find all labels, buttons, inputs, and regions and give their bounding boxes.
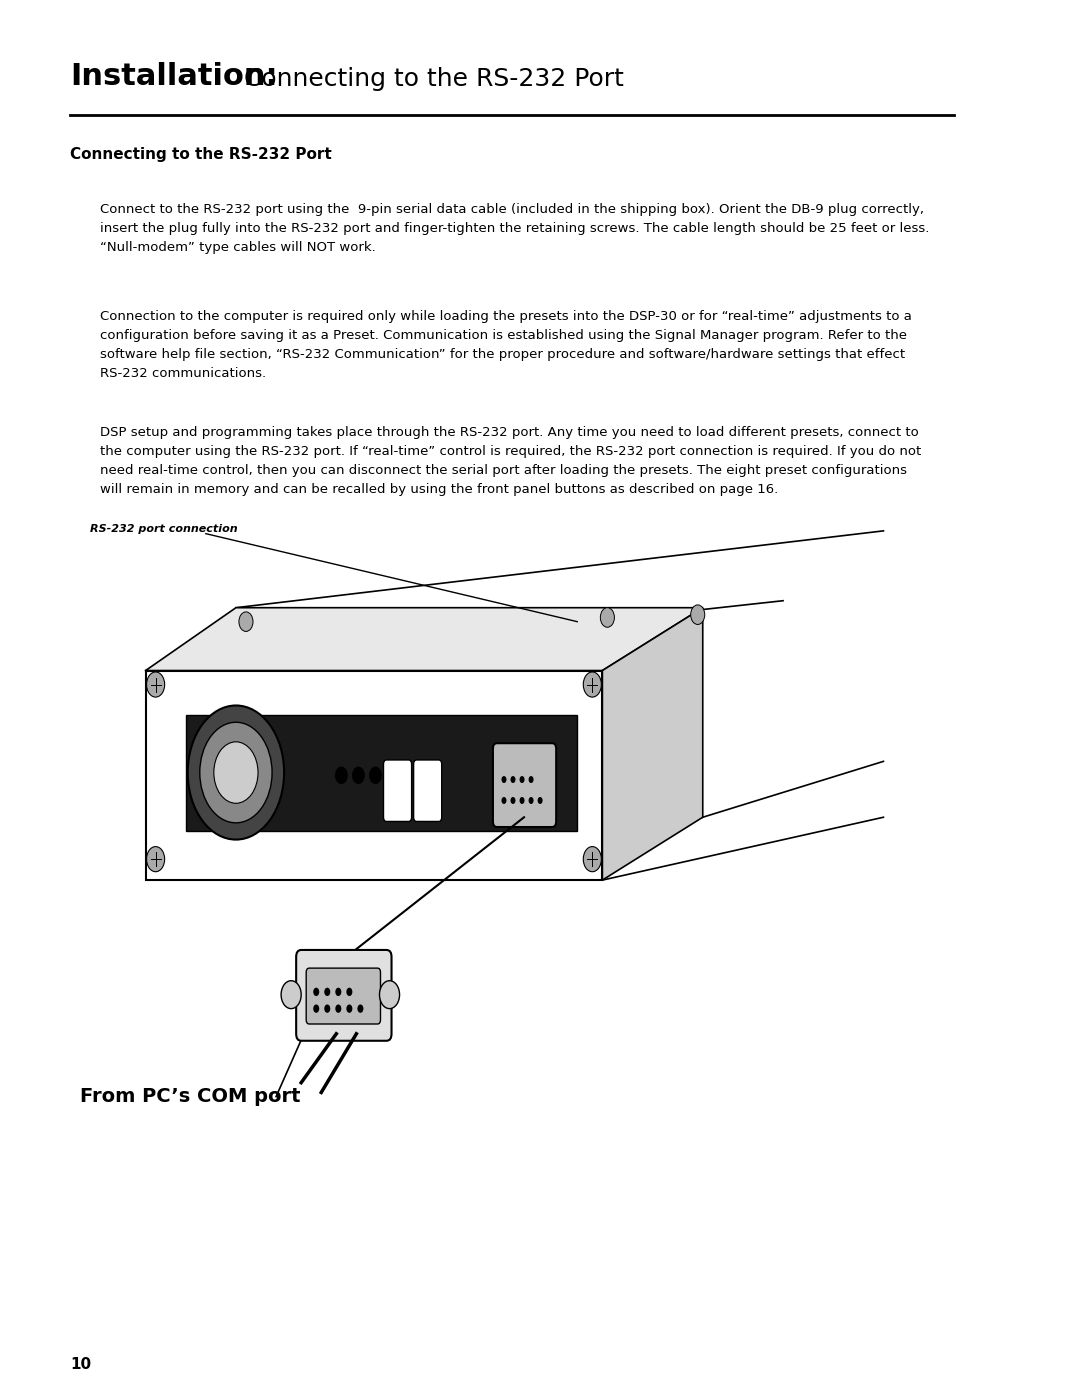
Text: Connecting to the RS-232 Port: Connecting to the RS-232 Port xyxy=(70,147,332,162)
Circle shape xyxy=(335,767,348,784)
Polygon shape xyxy=(146,671,603,880)
Circle shape xyxy=(347,988,352,996)
Circle shape xyxy=(313,988,320,996)
Circle shape xyxy=(538,796,542,803)
Text: Installation:: Installation: xyxy=(70,61,278,91)
Circle shape xyxy=(511,777,515,784)
Circle shape xyxy=(600,608,615,627)
Circle shape xyxy=(528,796,534,803)
Circle shape xyxy=(501,777,507,784)
Text: 10: 10 xyxy=(70,1356,92,1372)
Circle shape xyxy=(324,1004,330,1013)
Circle shape xyxy=(324,988,330,996)
Circle shape xyxy=(691,605,705,624)
FancyBboxPatch shape xyxy=(414,760,442,821)
Circle shape xyxy=(239,612,253,631)
Circle shape xyxy=(200,722,272,823)
Circle shape xyxy=(347,1004,352,1013)
Circle shape xyxy=(335,988,341,996)
Circle shape xyxy=(501,796,507,803)
Circle shape xyxy=(583,847,602,872)
Circle shape xyxy=(519,796,525,803)
Circle shape xyxy=(281,981,301,1009)
Circle shape xyxy=(147,847,164,872)
Circle shape xyxy=(335,1004,341,1013)
Circle shape xyxy=(528,777,534,784)
Circle shape xyxy=(357,1004,364,1013)
Polygon shape xyxy=(186,715,577,831)
Circle shape xyxy=(214,742,258,803)
Circle shape xyxy=(188,705,284,840)
Text: From PC’s COM port: From PC’s COM port xyxy=(80,1087,301,1106)
Circle shape xyxy=(147,672,164,697)
Circle shape xyxy=(511,796,515,803)
FancyBboxPatch shape xyxy=(307,968,380,1024)
FancyBboxPatch shape xyxy=(383,760,411,821)
Text: Connection to the computer is required only while loading the presets into the D: Connection to the computer is required o… xyxy=(100,310,913,380)
Text: RS-232 port connection: RS-232 port connection xyxy=(91,524,238,534)
FancyBboxPatch shape xyxy=(296,950,392,1041)
Polygon shape xyxy=(146,608,703,671)
Circle shape xyxy=(519,777,525,784)
Polygon shape xyxy=(603,608,703,880)
Circle shape xyxy=(379,981,400,1009)
Text: Connect to the RS-232 port using the  9-pin serial data cable (included in the s: Connect to the RS-232 port using the 9-p… xyxy=(100,203,930,254)
Circle shape xyxy=(352,767,364,784)
FancyBboxPatch shape xyxy=(492,743,556,827)
Circle shape xyxy=(313,1004,320,1013)
Text: DSP setup and programming takes place through the RS-232 port. Any time you need: DSP setup and programming takes place th… xyxy=(100,426,921,496)
Circle shape xyxy=(369,767,381,784)
Text: Connecting to the RS-232 Port: Connecting to the RS-232 Port xyxy=(235,67,624,91)
Circle shape xyxy=(583,672,602,697)
